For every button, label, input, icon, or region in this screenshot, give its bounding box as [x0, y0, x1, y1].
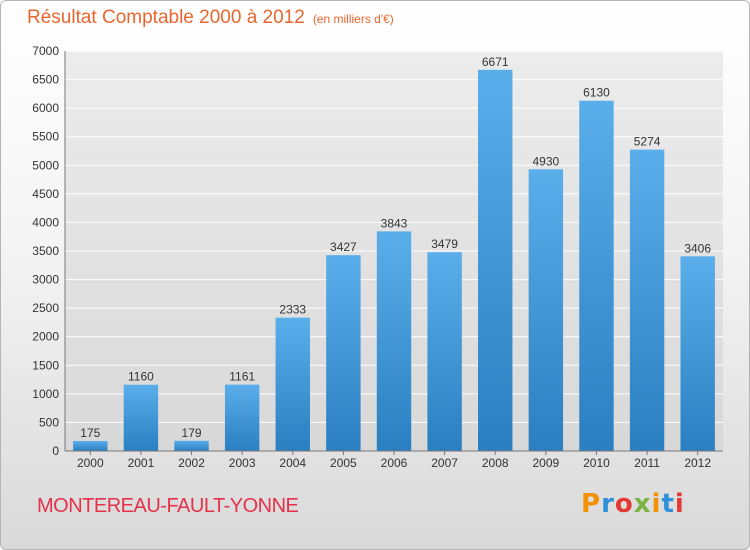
logo-letter: i	[651, 489, 662, 519]
y-tick-label: 2000	[32, 330, 59, 344]
x-tick-label: 2002	[178, 456, 205, 470]
y-tick-label: 3500	[32, 244, 59, 258]
data-label: 1161	[229, 370, 255, 384]
bar	[427, 252, 462, 451]
y-tick-label: 4500	[32, 187, 59, 201]
y-tick-label: 1500	[32, 358, 59, 372]
logo-letter: o	[614, 489, 634, 519]
proxiti-logo: Proxiti	[581, 489, 685, 519]
y-tick-label: 6000	[32, 101, 59, 115]
data-label: 3427	[330, 240, 357, 254]
y-tick-label: 3000	[32, 273, 59, 287]
bar	[376, 231, 412, 451]
logo-letter: i	[674, 489, 685, 519]
bars	[73, 69, 715, 452]
x-tick-label: 2001	[128, 456, 155, 470]
x-axis: 2000 2001 2002 2003 2004 2005 2006 2007 2008 2009…	[65, 450, 723, 470]
y-tick-label: 5500	[32, 130, 59, 144]
y-tick-label: 6500	[32, 73, 59, 87]
y-tick-label: 2500	[32, 301, 59, 315]
data-label: 3479	[431, 237, 458, 251]
data-label: 5274	[634, 135, 661, 149]
data-label: 175	[80, 426, 100, 440]
x-tick-label: 2005	[330, 456, 357, 470]
data-label: 2333	[279, 303, 306, 317]
bar	[478, 69, 513, 452]
x-tick-label: 2000	[77, 456, 104, 470]
y-tick-label: 0	[52, 444, 59, 458]
data-label: 6671	[482, 55, 509, 69]
logo-letter: P	[581, 489, 602, 519]
x-tick-label: 2003	[229, 456, 256, 470]
chart-title: Résultat Comptable 2000 à 2012 (en millie…	[27, 7, 394, 29]
logo-letter: t	[661, 489, 675, 519]
y-tick-label: 500	[39, 415, 59, 429]
bar	[326, 255, 361, 451]
x-tick-label: 2012	[684, 456, 711, 470]
y-tick-label: 7000	[32, 44, 59, 58]
bar	[73, 441, 108, 451]
x-tick-label: 2006	[381, 456, 408, 470]
bar	[579, 100, 614, 451]
data-label: 179	[182, 426, 202, 440]
title-main: Résultat Comptable 2000 à 2012	[27, 7, 305, 28]
bar	[224, 384, 260, 451]
data-labels: 175 1160 179 1161 2333 3427 3843 3479 6671 4930 61…	[80, 55, 711, 440]
x-tick-label: 2009	[532, 456, 559, 470]
data-label: 3843	[381, 216, 408, 230]
title-unit: (en milliers d'€)	[312, 12, 394, 26]
data-label: 4930	[532, 154, 559, 168]
data-label: 6130	[583, 86, 610, 100]
commune-name: MONTEREAU-FAULT-YONNE	[37, 495, 299, 517]
x-tick-label: 2010	[583, 456, 610, 470]
bar	[629, 149, 665, 451]
bar	[528, 169, 564, 452]
logo-letter: x	[633, 489, 652, 519]
y-tick-label: 1000	[32, 387, 59, 401]
bar	[174, 440, 209, 451]
logo-letter: r	[601, 489, 615, 519]
data-label: 1160	[128, 370, 154, 384]
data-label: 3406	[684, 241, 711, 255]
x-tick-label: 2004	[279, 456, 306, 470]
y-tick-label: 4000	[32, 215, 59, 229]
bar	[123, 384, 159, 451]
y-axis: 0 500 1000 1500 2000 2500 3000 3500 4000 4500 5000…	[32, 44, 66, 458]
bar	[680, 256, 715, 451]
x-tick-label: 2007	[431, 456, 458, 470]
bar	[275, 317, 310, 451]
y-tick-label: 5000	[32, 158, 59, 172]
x-tick-label: 2011	[634, 456, 660, 470]
x-tick-label: 2008	[482, 456, 509, 470]
